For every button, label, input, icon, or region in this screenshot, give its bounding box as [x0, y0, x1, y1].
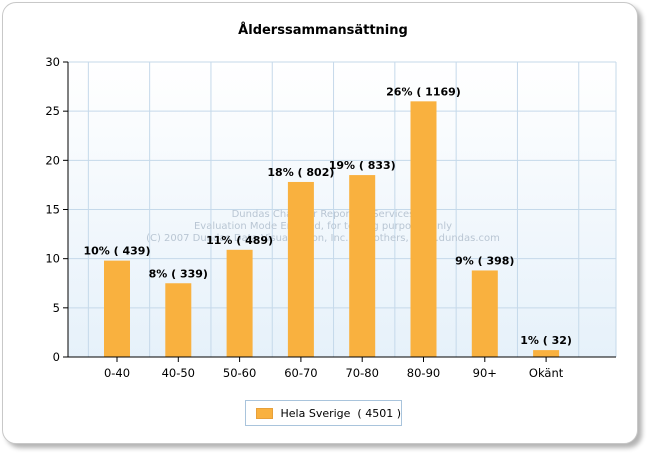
data-label: 11% ( 489) — [206, 234, 273, 247]
x-tick-label: 50-60 — [223, 366, 256, 380]
legend-label: Hela Sverige ( 4501 ) — [280, 406, 401, 420]
x-tick-label: Okänt — [529, 366, 564, 380]
x-tick-label: 60-70 — [284, 366, 317, 380]
y-tick-label: 5 — [53, 301, 60, 315]
axes — [63, 61, 616, 362]
data-label: 8% ( 339) — [149, 267, 208, 280]
watermark-line: Dundas Chart for Reporting Services — [232, 209, 415, 220]
x-tick-label: 0-40 — [104, 366, 130, 380]
y-tick-label: 30 — [45, 55, 60, 69]
y-tick-label: 15 — [45, 203, 60, 217]
bars — [104, 101, 560, 357]
bar — [471, 270, 498, 357]
y-tick-label: 0 — [53, 350, 60, 364]
watermark-line: Evaluation Mode Enabled, for testing pur… — [194, 221, 452, 232]
bar — [349, 175, 376, 357]
bar — [226, 249, 253, 357]
x-tick-label: 40-50 — [162, 366, 195, 380]
x-tick-label: 90+ — [473, 366, 497, 380]
bar — [165, 283, 192, 357]
x-tick-label: 80-90 — [407, 366, 440, 380]
data-label: 9% ( 398) — [455, 254, 514, 267]
data-label: 1% ( 32) — [520, 334, 572, 347]
data-label: 19% ( 833) — [329, 159, 396, 172]
data-label: 18% ( 802) — [267, 166, 334, 179]
watermark: Dundas Chart for Reporting ServicesEvalu… — [146, 209, 500, 244]
bar — [533, 350, 560, 357]
legend-swatch — [256, 407, 273, 419]
bar — [410, 101, 437, 357]
labels: 0 5 10 15 20 25 30 10% ( 439) 8% ( 339) 11% ( 489… — [45, 55, 572, 380]
y-tick-label: 20 — [45, 153, 60, 167]
chart-title: Ålderssammansättning — [238, 22, 408, 38]
bar — [287, 181, 314, 357]
y-tick-label: 10 — [45, 252, 60, 266]
watermark-line: (C) 2007 Dundas Data Visualization, Inc.… — [146, 233, 500, 244]
grid — [68, 61, 617, 357]
y-tick-label: 25 — [45, 104, 60, 118]
data-label: 26% ( 1169) — [386, 85, 461, 98]
legend: Hela Sverige ( 4501 ) — [245, 400, 402, 426]
data-label: 10% ( 439) — [83, 245, 150, 258]
bar — [104, 260, 130, 357]
x-tick-label: 70-80 — [345, 366, 378, 380]
